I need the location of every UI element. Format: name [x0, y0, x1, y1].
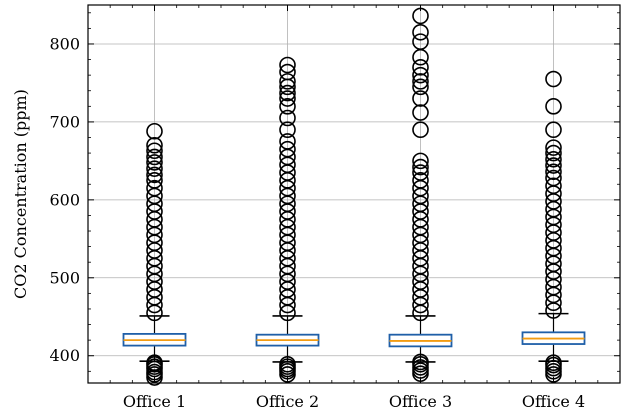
flier-point [279, 63, 296, 81]
flier-point [545, 163, 562, 181]
flier-point [412, 78, 429, 96]
y-axis-label: CO2 Concentration (ppm) [11, 89, 30, 299]
flier-point [412, 104, 429, 121]
x-tick-label: Office 2 [256, 392, 319, 411]
flier-point [279, 84, 296, 102]
flier-point [412, 152, 429, 170]
flier-point [545, 70, 562, 88]
flier-point [545, 177, 562, 195]
flier-point [412, 23, 429, 41]
flier-point [545, 151, 562, 168]
flier-point [412, 158, 429, 176]
flier-point [146, 160, 163, 177]
flier-point [412, 33, 429, 50]
flier-point [146, 148, 163, 166]
flier-point [545, 157, 562, 174]
flier-point [412, 121, 429, 139]
box-3 [388, 7, 453, 382]
box-1 [122, 122, 187, 386]
flier-point [412, 90, 429, 107]
x-tick-labels: Office 1 Office 2 Office 3 Office 4 [123, 392, 585, 411]
flier-point [146, 179, 163, 197]
flier-point [545, 121, 562, 139]
flier-point [412, 172, 429, 189]
flier-point [279, 121, 296, 139]
flier-point [412, 164, 429, 181]
plot-frame [87, 4, 621, 384]
flier-point [412, 73, 429, 90]
y-tick-labels: 400 500 600 700 800 [49, 34, 80, 365]
box-2 [255, 56, 320, 383]
flier-point [279, 56, 296, 74]
flier-point [412, 59, 429, 76]
flier-point [545, 144, 562, 162]
flier-point [279, 90, 296, 107]
flier-point [146, 172, 163, 189]
flier-point [146, 122, 163, 140]
box-series [122, 7, 586, 386]
x-tick-label: Office 3 [389, 392, 452, 411]
flier-point [146, 166, 163, 184]
flier-point [146, 142, 163, 160]
flier-point [279, 133, 296, 150]
y-tick-label: 600 [49, 190, 80, 209]
y-tick-label: 800 [49, 34, 80, 53]
x-tick-label: Office 1 [123, 392, 186, 411]
flier-point [412, 66, 429, 84]
axis-ticks [88, 5, 620, 383]
flier-point [545, 139, 562, 156]
flier-point [146, 154, 163, 171]
flier-point [545, 169, 562, 187]
box-4 [521, 70, 586, 383]
flier-point [279, 98, 296, 115]
y-tick-label: 400 [49, 346, 80, 365]
y-tick-label: 700 [49, 112, 80, 131]
flier-point [545, 98, 562, 115]
grid-lines [88, 5, 620, 383]
x-tick-label: Office 4 [522, 392, 585, 411]
flier-point [146, 136, 163, 154]
flier-point [279, 140, 296, 158]
flier-point [279, 73, 296, 90]
y-tick-label: 500 [49, 268, 80, 287]
flier-point [279, 109, 296, 127]
